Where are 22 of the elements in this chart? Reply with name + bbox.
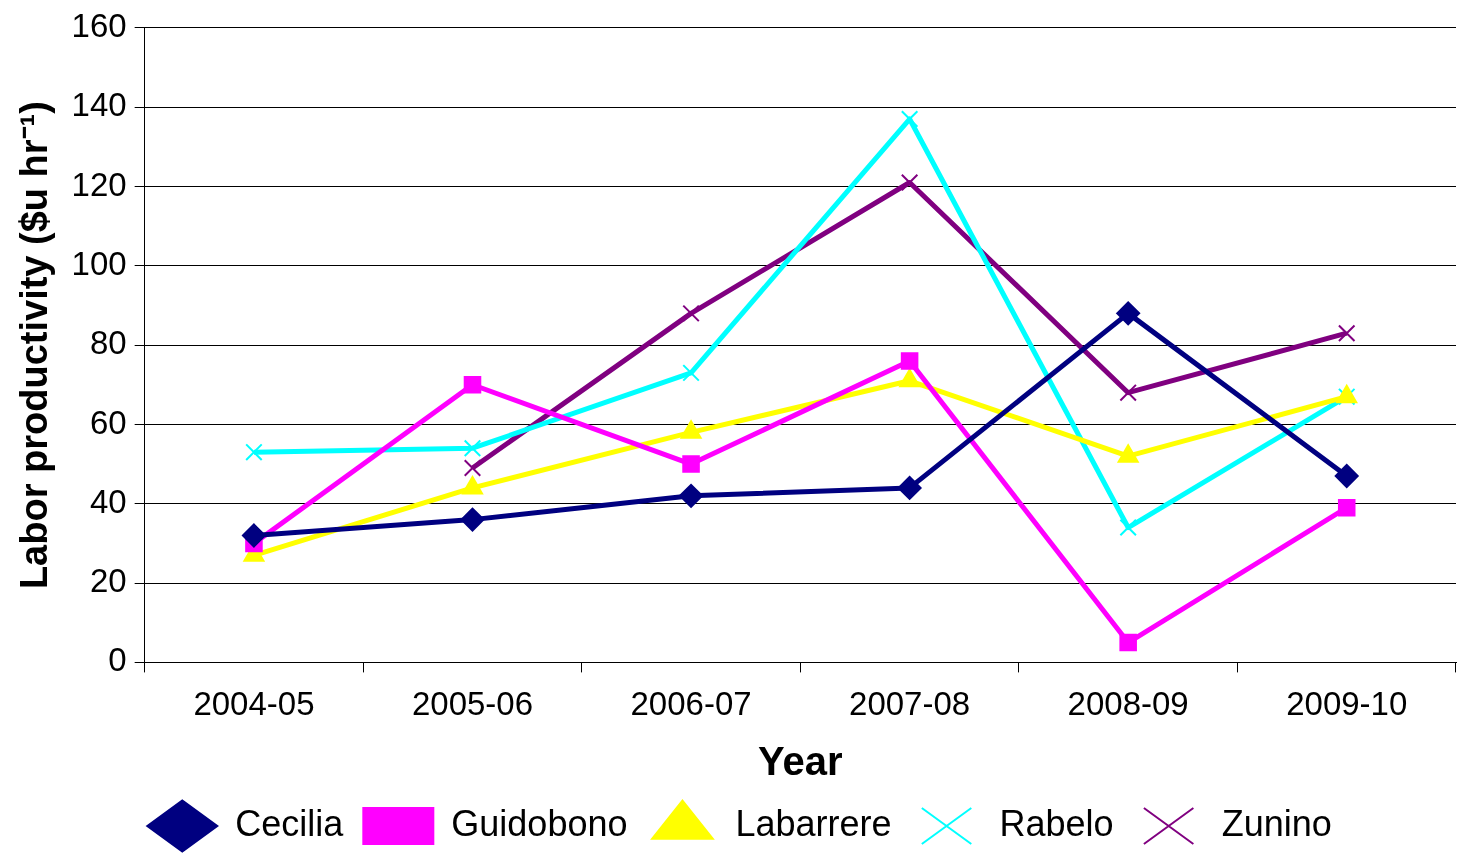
y-tick-label: 40 [89,482,127,520]
legend-label: Cecilia [235,802,345,844]
x-axis-title: Year [758,739,843,784]
y-tick-label: 100 [71,244,127,282]
legend-label: Zunino [1221,802,1332,844]
legend-label: Guidobono [451,802,628,844]
x-tick-label: 2006-07 [630,685,752,723]
x-tick-label: 2009-10 [1286,685,1408,723]
y-tick-label: 120 [71,165,127,203]
x-tick-label: 2004-05 [193,685,315,723]
x-tick-label: 2005-06 [411,685,534,723]
y-tick-label: 160 [71,6,127,44]
x-tick-label: 2007-08 [849,685,971,723]
y-tick-label: 0 [108,641,127,679]
y-axis-title: Labor productivity ($u hr⁻¹) [13,101,56,590]
x-tick-label: 2008-09 [1067,685,1189,723]
y-tick-label: 60 [89,403,127,441]
legend-label: Labarrere [735,802,892,844]
y-tick-label: 80 [89,324,127,362]
legend-label: Rabelo [999,802,1114,844]
y-tick-label: 20 [89,562,127,600]
y-tick-label: 140 [71,86,127,124]
